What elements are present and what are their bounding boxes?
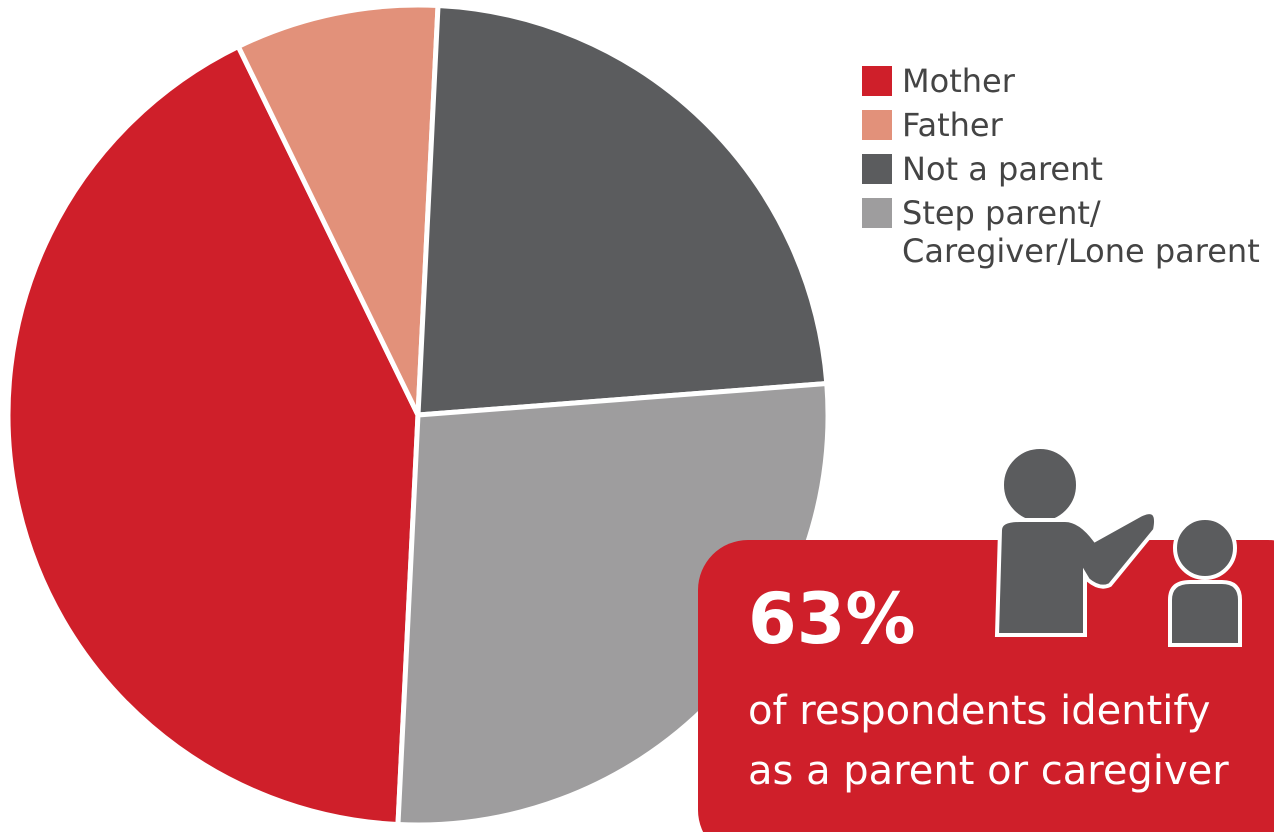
legend-item: Not a parent: [862, 150, 1262, 188]
legend-label: Father: [902, 106, 1003, 144]
pie-slice: [415, 2, 830, 418]
callout-text: of respondents identify: [748, 688, 1211, 734]
legend-swatch: [862, 198, 892, 228]
headline: 63%: [748, 578, 916, 660]
people-icon: [994, 445, 1242, 647]
callout-box: [698, 540, 1274, 832]
legend-item: Father: [862, 106, 1262, 144]
callout-text: as a parent or caregiver: [748, 748, 1229, 794]
legend-label: Step parent/ Caregiver/Lone parent: [902, 194, 1260, 270]
legend-label: Not a parent: [902, 150, 1103, 188]
pie-slice: [234, 2, 441, 417]
legend: Mother Father Not a parent Step parent/ Car…: [862, 62, 1262, 276]
pie-slice: [5, 43, 421, 828]
pie: [5, 2, 831, 828]
legend-swatch: [862, 66, 892, 96]
legend-label: Mother: [902, 62, 1015, 100]
legend-item: Step parent/ Caregiver/Lone parent: [862, 194, 1262, 270]
legend-item: Mother: [862, 62, 1262, 100]
legend-swatch: [862, 110, 892, 140]
legend-swatch: [862, 154, 892, 184]
